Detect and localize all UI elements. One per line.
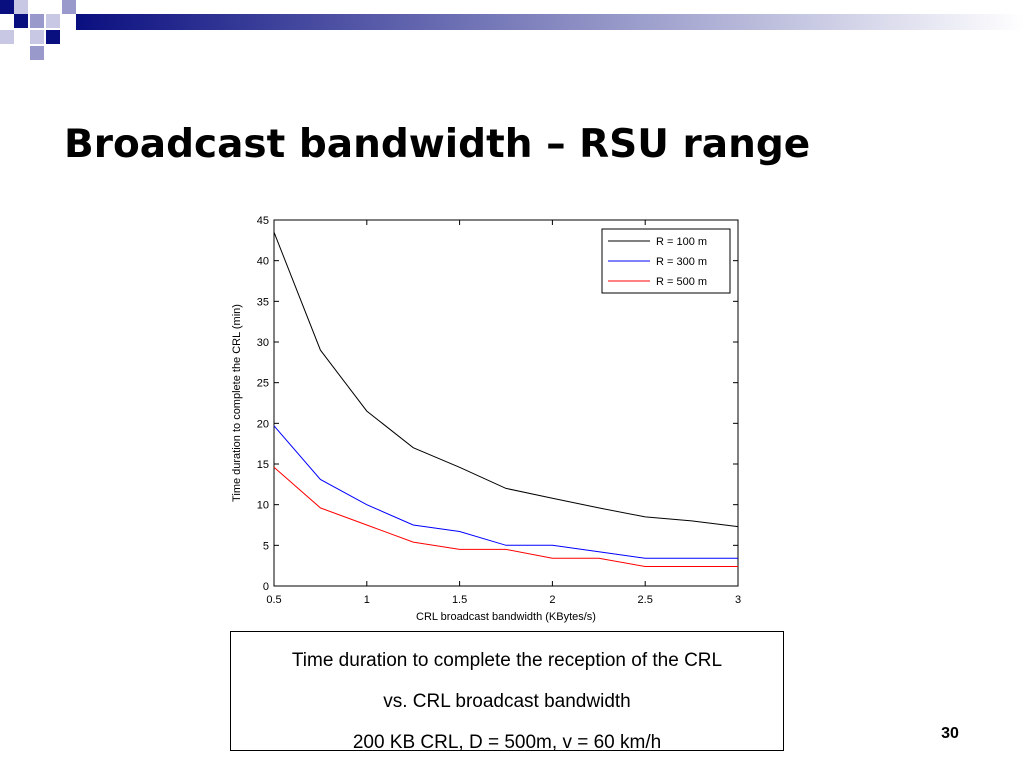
- y-tick-label: 35: [257, 296, 269, 308]
- x-tick-label: 0.5: [266, 594, 281, 606]
- decoration-square: [62, 0, 76, 14]
- y-tick-label: 15: [257, 459, 269, 471]
- decoration-square: [30, 14, 44, 28]
- caption-box: Time duration to complete the reception …: [230, 631, 784, 753]
- legend-label: R = 100 m: [656, 236, 707, 248]
- y-tick-label: 30: [257, 337, 269, 349]
- line-chart: 0.5 1 1.5 2 2.5 3 0 5 10 15 20 25 30 35 40 45 CRL broadc…: [222, 206, 760, 628]
- x-tick-label: 2.5: [638, 594, 653, 606]
- x-tick-label: 1: [364, 594, 370, 606]
- corner-decoration: [0, 0, 1024, 60]
- x-axis-label: CRL broadcast bandwidth (KBytes/s): [416, 611, 596, 623]
- page-number: 30: [941, 725, 959, 742]
- legend-label: R = 500 m: [656, 276, 707, 288]
- decoration-square: [0, 0, 14, 14]
- y-tick-label: 45: [257, 215, 269, 227]
- caption-line: vs. CRL broadcast bandwidth: [383, 691, 631, 712]
- y-axis-label: Time duration to complete the CRL (min): [231, 304, 243, 502]
- decoration-square: [30, 46, 44, 60]
- y-tick-label: 10: [257, 500, 269, 512]
- series-line-3: [273, 466, 738, 567]
- decoration-square: [0, 30, 14, 44]
- legend-label: R = 300 m: [656, 256, 707, 268]
- decoration-square: [14, 14, 28, 28]
- series-line-2: [273, 425, 738, 559]
- decoration-square: [14, 0, 28, 14]
- y-tick-label: 20: [257, 418, 269, 430]
- slide-title: Broadcast bandwidth – RSU range: [64, 122, 811, 167]
- y-tick-label: 25: [257, 378, 269, 390]
- decoration-bar: [76, 14, 1024, 30]
- y-tick-label: 0: [263, 581, 269, 593]
- y-tick-label: 5: [263, 540, 269, 552]
- x-tick-label: 3: [735, 594, 741, 606]
- x-tick-label: 1.5: [452, 594, 467, 606]
- y-tick-label: 40: [257, 256, 269, 268]
- caption-line: Time duration to complete the reception …: [291, 650, 723, 671]
- decoration-square: [46, 14, 60, 28]
- decoration-square: [46, 30, 60, 44]
- series-line-1: [273, 232, 739, 528]
- caption-line: 200 KB CRL, D = 500m, v = 60 km/h: [352, 732, 662, 753]
- decoration-square: [30, 30, 44, 44]
- x-tick-label: 2: [549, 594, 555, 606]
